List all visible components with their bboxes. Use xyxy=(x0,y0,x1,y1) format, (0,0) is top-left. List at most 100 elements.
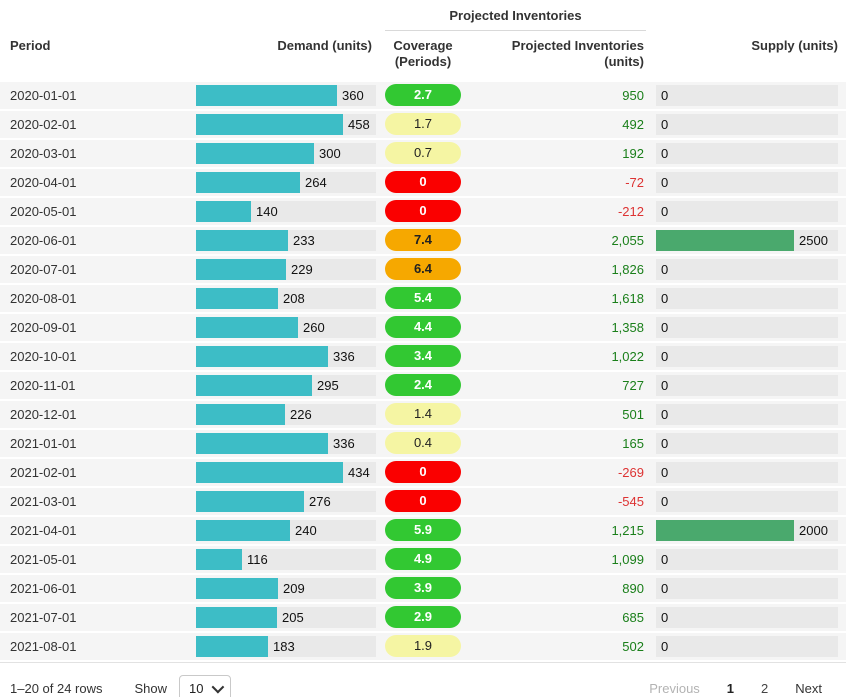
page-button-1[interactable]: 1 xyxy=(726,680,735,696)
demand-value: 209 xyxy=(283,580,305,596)
coverage-badge: 5.9 xyxy=(385,519,461,541)
demand-bar xyxy=(196,345,328,367)
table-row: 2021-07-01 205 2.9 685 0 xyxy=(0,603,846,631)
supply-bar-track: 0 xyxy=(656,461,838,483)
demand-bar-track: 226 xyxy=(196,403,376,425)
demand-bar-track: 300 xyxy=(196,142,376,164)
supply-bar-track: 0 xyxy=(656,548,838,570)
supply-value: 0 xyxy=(661,261,669,277)
supply-bar-track: 0 xyxy=(656,345,838,367)
table-row: 2021-03-01 276 0 -545 0 xyxy=(0,487,846,515)
rows-count-label: 1–20 of 24 rows xyxy=(10,680,103,696)
coverage-badge: 1.7 xyxy=(385,113,461,135)
demand-cell: 300 xyxy=(196,142,376,164)
period-cell: 2021-03-01 xyxy=(10,493,77,509)
demand-cell: 360 xyxy=(196,84,376,106)
supply-bar-track: 0 xyxy=(656,84,838,106)
demand-bar-track: 229 xyxy=(196,258,376,280)
demand-cell: 295 xyxy=(196,374,376,396)
projected-inventory-cell: 502 xyxy=(622,638,644,654)
projected-inventory-cell: 1,826 xyxy=(611,261,644,277)
period-cell: 2020-08-01 xyxy=(10,290,77,306)
projected-inventory-cell: -269 xyxy=(617,464,644,480)
page-size-value: 10 xyxy=(189,680,204,696)
demand-cell: 208 xyxy=(196,287,376,309)
period-cell: 2021-02-01 xyxy=(10,464,77,480)
projected-inventory-cell: 501 xyxy=(622,406,644,422)
demand-bar-track: 209 xyxy=(196,577,376,599)
demand-cell: 116 xyxy=(196,548,376,570)
demand-value: 276 xyxy=(309,493,331,509)
supply-cell: 0 xyxy=(646,345,846,367)
table-row: 2020-03-01 300 0.7 192 0 xyxy=(0,139,846,167)
coverage-badge: 2.4 xyxy=(385,374,461,396)
demand-cell: 140 xyxy=(196,200,376,222)
demand-bar-track: 336 xyxy=(196,432,376,454)
period-cell: 2021-07-01 xyxy=(10,609,77,625)
coverage-cell: 0.4 xyxy=(376,432,470,454)
projected-inventory-cell: 685 xyxy=(622,609,644,625)
supply-bar xyxy=(656,229,794,251)
demand-bar xyxy=(196,200,251,222)
previous-page-button[interactable]: Previous xyxy=(649,680,700,696)
coverage-cell: 0 xyxy=(376,171,470,193)
period-cell: 2021-01-01 xyxy=(10,435,77,451)
demand-bar-track: 264 xyxy=(196,171,376,193)
coverage-cell: 0 xyxy=(376,200,470,222)
period-cell: 2021-04-01 xyxy=(10,522,77,538)
demand-bar xyxy=(196,461,343,483)
supply-value: 0 xyxy=(661,464,669,480)
supply-value: 0 xyxy=(661,406,669,422)
coverage-badge: 0 xyxy=(385,200,461,222)
show-label: Show xyxy=(134,680,168,696)
demand-cell: 264 xyxy=(196,171,376,193)
period-cell: 2020-01-01 xyxy=(10,87,77,103)
coverage-badge: 2.9 xyxy=(385,606,461,628)
column-header-projected: Projected Inventories (units) xyxy=(511,38,644,70)
demand-value: 295 xyxy=(317,377,339,393)
coverage-cell: 5.4 xyxy=(376,287,470,309)
table-row: 2020-07-01 229 6.4 1,826 0 xyxy=(0,255,846,283)
next-page-button[interactable]: Next xyxy=(795,680,822,696)
supply-bar-track: 0 xyxy=(656,171,838,193)
supply-cell: 0 xyxy=(646,577,846,599)
supply-cell: 0 xyxy=(646,461,846,483)
table-row: 2021-02-01 434 0 -269 0 xyxy=(0,458,846,486)
supply-cell: 0 xyxy=(646,287,846,309)
demand-cell: 276 xyxy=(196,490,376,512)
supply-bar-track: 0 xyxy=(656,316,838,338)
period-cell: 2020-10-01 xyxy=(10,348,77,364)
supply-cell: 0 xyxy=(646,200,846,222)
supply-cell: 0 xyxy=(646,258,846,280)
supply-value: 0 xyxy=(661,551,669,567)
supply-bar-track: 0 xyxy=(656,403,838,425)
table-body: 2020-01-01 360 2.7 950 0 2020-02-01 458 1.7 492 0… xyxy=(0,81,854,660)
supply-value: 0 xyxy=(661,435,669,451)
demand-bar xyxy=(196,577,278,599)
demand-value: 183 xyxy=(273,638,295,654)
demand-value: 233 xyxy=(293,232,315,248)
supply-cell: 2000 xyxy=(646,519,846,541)
demand-value: 116 xyxy=(247,551,268,567)
period-cell: 2020-03-01 xyxy=(10,145,77,161)
table-row: 2020-04-01 264 0 -72 0 xyxy=(0,168,846,196)
demand-bar-track: 336 xyxy=(196,345,376,367)
demand-bar xyxy=(196,403,285,425)
coverage-badge: 0.7 xyxy=(385,142,461,164)
demand-cell: 260 xyxy=(196,316,376,338)
page-button-2[interactable]: 2 xyxy=(761,680,769,696)
projected-inventory-cell: -212 xyxy=(617,203,644,219)
period-cell: 2020-04-01 xyxy=(10,174,77,190)
demand-value: 260 xyxy=(303,319,325,335)
page-size-select[interactable]: 10 xyxy=(179,674,232,697)
demand-bar xyxy=(196,635,268,657)
coverage-cell: 2.9 xyxy=(376,606,470,628)
projected-inventory-cell: -545 xyxy=(617,493,644,509)
coverage-badge: 1.9 xyxy=(385,635,461,657)
supply-bar-track: 0 xyxy=(656,200,838,222)
demand-bar xyxy=(196,606,277,628)
projected-inventory-cell: 192 xyxy=(622,145,644,161)
coverage-cell: 1.9 xyxy=(376,635,470,657)
demand-bar-track: 276 xyxy=(196,490,376,512)
supply-value: 0 xyxy=(661,203,669,219)
